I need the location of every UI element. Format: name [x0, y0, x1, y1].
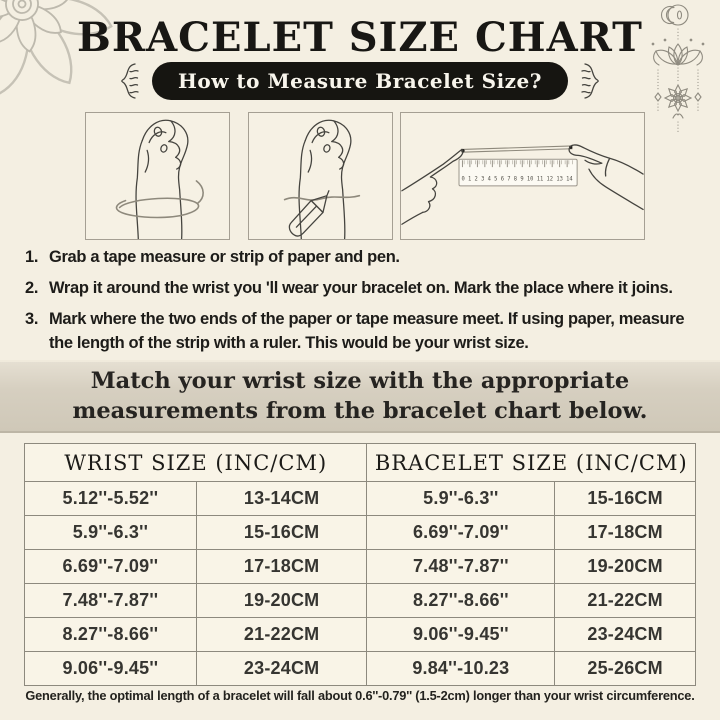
table-row: 8.27''-8.66'' 21-22CM 9.06''-9.45'' 23-2… — [24, 617, 696, 652]
mandala-flower-icon — [0, 0, 113, 95]
banner-text: Match your wrist size with the appropria… — [72, 367, 648, 424]
table-cell: 6.69''-7.09'' — [366, 515, 556, 550]
hand-pen-mark-icon — [283, 119, 361, 239]
illustration-measure-ruler: 0 1 2 3 4 5 6 7 8 9 10 11 12 13 14 — [400, 112, 645, 240]
lotus-ornament-icon — [651, 4, 705, 135]
table-row: 9.06''-9.45'' 23-24CM 9.84''-10.23 25-26… — [24, 651, 696, 686]
table-cell: 8.27''-8.66'' — [366, 583, 556, 618]
table-cell: 7.48''-7.87'' — [366, 549, 556, 584]
table-header-row: WRIST SIZE (INC/CM) BRACELET SIZE (INC/C… — [23, 443, 696, 482]
list-item: 3. Mark where the two ends of the paper … — [25, 308, 705, 356]
table-cell: 7.48''-7.87'' — [24, 583, 197, 618]
table-cell: 19-20CM — [195, 583, 368, 618]
table-cell: 15-16CM — [195, 515, 368, 550]
table-cell: 17-18CM — [195, 549, 368, 584]
hands-ruler-icon: 0 1 2 3 4 5 6 7 8 9 10 11 12 13 14 — [401, 144, 644, 225]
badge-how-to-measure: How to Measure Bracelet Size? — [152, 62, 568, 100]
table-cell: 15-16CM — [554, 481, 696, 516]
table-cell: 25-26CM — [554, 651, 696, 686]
instructions-list: 1. Grab a tape measure or strip of paper… — [25, 246, 705, 363]
table-row: 5.9''-6.3'' 15-16CM 6.69''-7.09'' 17-18C… — [24, 515, 696, 550]
flourish-left-icon — [121, 63, 139, 99]
table-cell: 23-24CM — [195, 651, 368, 686]
match-size-banner: Match your wrist size with the appropria… — [0, 360, 720, 433]
table-cell: 5.9''-6.3'' — [24, 515, 197, 550]
table-cell: 23-24CM — [554, 617, 696, 652]
illustration-wrap-wrist — [85, 112, 230, 240]
illustration-mark-wrist — [248, 112, 393, 240]
table-cell: 5.12''-5.52'' — [24, 481, 197, 516]
table-cell: 21-22CM — [554, 583, 696, 618]
table-row: 7.48''-7.87'' 19-20CM 8.27''-8.66'' 21-2… — [24, 583, 696, 618]
step-text: Grab a tape measure or strip of paper an… — [49, 248, 400, 266]
table-cell: 8.27''-8.66'' — [24, 617, 197, 652]
list-item: 1. Grab a tape measure or strip of paper… — [25, 246, 705, 270]
bracelet-size-header: BRACELET SIZE (INC/CM) — [366, 443, 696, 482]
table-cell: 19-20CM — [554, 549, 696, 584]
table-row: 5.12''-5.52'' 13-14CM 5.9''-6.3'' 15-16C… — [24, 481, 696, 516]
wrist-size-header: WRIST SIZE (INC/CM) — [23, 443, 368, 482]
table-cell: 9.06''-9.45'' — [24, 651, 197, 686]
how-to-measure-header: How to Measure Bracelet Size? — [0, 60, 720, 102]
table-cell: 9.84''-10.23 — [366, 651, 556, 686]
badge-label: How to Measure Bracelet Size? — [178, 69, 542, 93]
table-cell: 21-22CM — [195, 617, 368, 652]
page-title: BRACELET SIZE CHART — [77, 14, 643, 61]
table-row: 6.69''-7.09'' 17-18CM 7.48''-7.87'' 19-2… — [24, 549, 696, 584]
step-number: 2. — [25, 278, 39, 297]
step-number: 1. — [25, 248, 39, 266]
ruler-scale-numbers: 0 1 2 3 4 5 6 7 8 9 10 11 12 13 14 — [461, 176, 573, 182]
step-text: Mark where the two ends of the paper or … — [49, 309, 685, 352]
step-number: 3. — [25, 309, 39, 328]
table-cell: 5.9''-6.3'' — [366, 481, 556, 516]
footer-note: Generally, the optimal length of a brace… — [25, 688, 695, 703]
step-text: Wrap it around the wrist you 'll wear yo… — [49, 278, 673, 297]
flourish-right-icon — [581, 63, 599, 99]
table-cell: 9.06''-9.45'' — [366, 617, 556, 652]
table-cell: 17-18CM — [554, 515, 696, 550]
table-cell: 13-14CM — [195, 481, 368, 516]
list-item: 2. Wrap it around the wrist you 'll wear… — [25, 277, 705, 301]
hand-tape-wrist-icon — [115, 119, 204, 239]
table-cell: 6.69''-7.09'' — [24, 549, 197, 584]
size-chart-table: WRIST SIZE (INC/CM) BRACELET SIZE (INC/C… — [23, 443, 696, 686]
